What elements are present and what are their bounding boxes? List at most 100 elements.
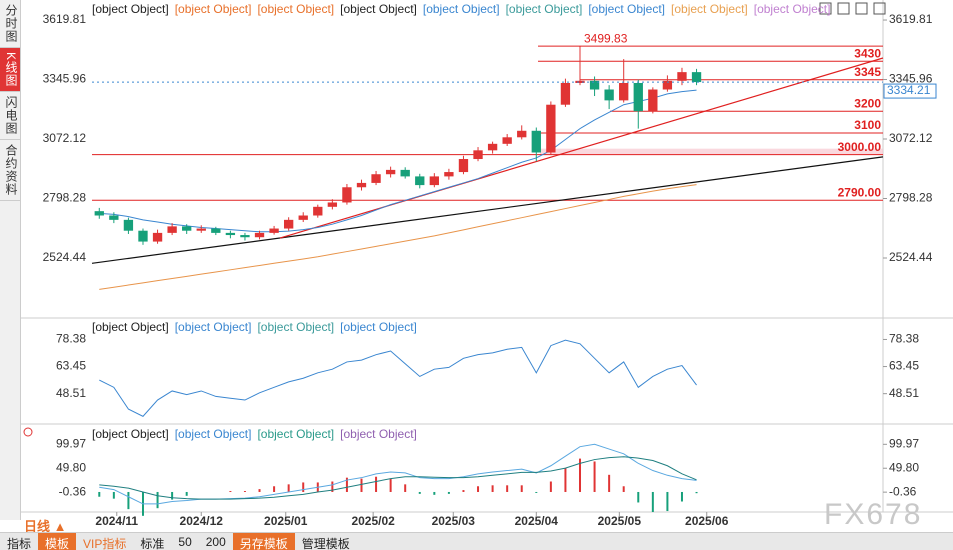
candle-body xyxy=(356,182,367,188)
candle-body xyxy=(313,206,323,216)
level-label: 2790.00 xyxy=(838,185,882,199)
toolbar-icons[interactable] xyxy=(819,2,886,15)
period-button[interactable]: 日线 ▲ xyxy=(24,519,67,534)
toolbar-button[interactable]: 标准 xyxy=(140,537,165,550)
x-tick-label: 2025/04 xyxy=(515,514,559,528)
candle-body xyxy=(662,80,673,90)
header-item: [object Object] xyxy=(92,2,169,16)
y-tick-label: 49.80 xyxy=(56,460,86,474)
y-tick-label: 2798.28 xyxy=(889,191,933,205)
trend-line xyxy=(279,57,884,239)
toolbar-button[interactable]: 模板 xyxy=(38,533,77,550)
y-tick-label: 78.38 xyxy=(889,332,919,346)
x-tick-label: 2024/12 xyxy=(180,514,224,528)
candle-body xyxy=(123,219,134,231)
series-line xyxy=(99,443,697,505)
y-tick-label: -0.36 xyxy=(889,484,917,498)
settings-icon[interactable] xyxy=(23,427,33,437)
level-label: 3345 xyxy=(854,65,881,79)
candle-body xyxy=(517,130,527,138)
header-item: [object Object] xyxy=(671,2,748,16)
series-line xyxy=(99,339,697,417)
header-item: [object Object] xyxy=(257,427,335,441)
y-tick-label: 48.51 xyxy=(889,386,919,400)
series-line xyxy=(99,89,697,233)
y-tick-label: 3072.12 xyxy=(43,131,87,145)
candle-body xyxy=(575,80,585,83)
candle-body xyxy=(589,80,600,90)
y-tick-label: 99.97 xyxy=(56,436,86,450)
candle-body xyxy=(109,215,119,220)
x-tick-label: 2025/03 xyxy=(432,514,476,528)
y-tick-label: 2524.44 xyxy=(889,250,933,264)
candle-body xyxy=(327,202,338,207)
candle-body xyxy=(94,211,104,216)
candle-body xyxy=(502,137,512,144)
panel-header: [object Object] [object Object] [object Ob… xyxy=(92,320,417,334)
candle-body xyxy=(211,228,221,233)
y-tick-label: 78.38 xyxy=(56,332,86,346)
y-tick-label: 3345.96 xyxy=(43,72,87,86)
peak-label: 3499.83 xyxy=(584,31,628,45)
y-tick-label: 63.45 xyxy=(889,359,919,373)
level-label: 3200 xyxy=(854,96,881,110)
level-label: 3000.00 xyxy=(838,140,882,154)
sidebar-tab[interactable]: 合约资料 xyxy=(0,140,20,202)
candle-body xyxy=(546,104,556,153)
sidebar-tab[interactable]: K线图 xyxy=(0,48,20,93)
candle-body xyxy=(415,176,425,186)
toolbar: 指标 模板 VIP指标 标准 50 200 另存模板 管理模板 xyxy=(0,532,953,550)
candle-body xyxy=(196,228,206,231)
candle-body xyxy=(444,172,454,177)
toolbar-button[interactable]: 另存模板 xyxy=(232,533,295,550)
x-tick-label: 2025/01 xyxy=(264,514,308,528)
last-price-box xyxy=(883,83,937,99)
toolbar-button[interactable]: 200 xyxy=(205,535,226,549)
candle-body xyxy=(182,226,192,231)
candle-body xyxy=(560,82,571,105)
sidebar-tab[interactable]: 分时图 xyxy=(0,0,20,48)
header-item: [object Object] xyxy=(588,2,666,16)
panel-header: [object Object] [object Object] [object Ob… xyxy=(92,2,830,16)
header-item: [object Object] xyxy=(340,427,417,441)
candle-body xyxy=(604,89,614,101)
candle-body xyxy=(138,230,148,242)
sidebar-tab[interactable]: 闪电图 xyxy=(0,92,20,141)
toolbar-button[interactable]: 50 xyxy=(178,535,192,549)
header-item: [object Object] xyxy=(92,427,169,441)
candle-body xyxy=(167,226,177,233)
candle-body xyxy=(385,169,396,175)
candle-body xyxy=(458,159,469,173)
series-line xyxy=(99,184,697,290)
sidebar: 分时图 K线图 闪电图 合约资料 xyxy=(0,0,21,520)
y-tick-label: 2524.44 xyxy=(43,250,87,264)
watermark: FX678 xyxy=(824,498,923,531)
toolbar-button[interactable]: VIP指标 xyxy=(83,537,127,550)
x-tick-label: 2025/02 xyxy=(351,514,395,528)
y-tick-label: 2798.28 xyxy=(43,191,87,205)
panel-header: [object Object] [object Object] [object Ob… xyxy=(92,427,417,441)
candle-body xyxy=(677,72,687,81)
candle-body xyxy=(648,89,658,112)
trend-line xyxy=(91,156,884,264)
header-item: [object Object] xyxy=(340,2,417,16)
y-tick-label: 48.51 xyxy=(56,386,86,400)
toolbar-button[interactable]: 管理模板 xyxy=(301,537,350,550)
level-label: 3100 xyxy=(854,118,881,132)
header-item: [object Object] xyxy=(257,2,335,16)
candle-body xyxy=(254,232,265,238)
candle-body xyxy=(269,228,279,233)
y-tick-label: 63.45 xyxy=(56,359,86,373)
candle-body xyxy=(225,232,236,236)
y-tick-label: 99.97 xyxy=(889,436,919,450)
header-item: [object Object] xyxy=(422,2,500,16)
header-item: [object Object] xyxy=(174,427,252,441)
y-tick-label: -0.36 xyxy=(59,484,87,498)
candle-body xyxy=(298,215,308,220)
x-tick-label: 2024/11 xyxy=(95,514,138,528)
candle-body xyxy=(429,176,439,186)
toolbar-button[interactable]: 指标 xyxy=(7,537,32,550)
y-tick-label: 3072.12 xyxy=(889,131,933,145)
candle-body xyxy=(633,82,643,112)
